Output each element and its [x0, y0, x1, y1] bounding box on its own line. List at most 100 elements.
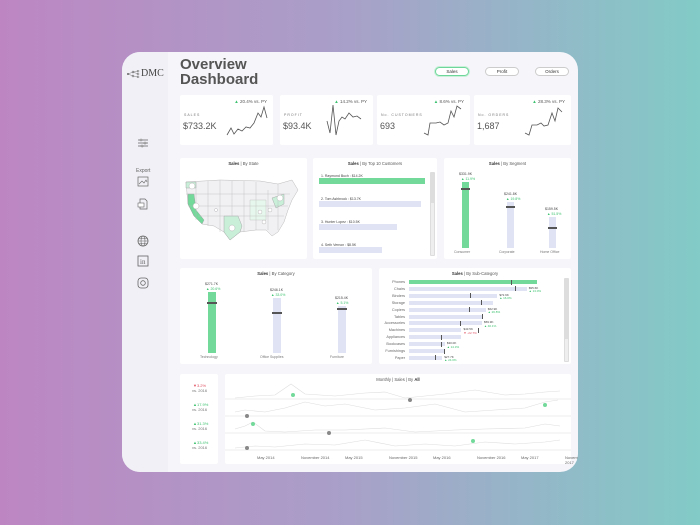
subcategory-delta: ▲ 40.1% — [483, 323, 497, 328]
kpi-label: No. CUSTOMERS — [381, 113, 423, 117]
yoy-vs: vs. 2016 — [192, 407, 208, 412]
kpi-value: 1,687 — [477, 121, 500, 131]
globe-icon[interactable] — [136, 235, 150, 249]
subcategory-bar[interactable] — [409, 300, 494, 305]
kpi-value: $93.4K — [283, 121, 312, 131]
subcategory-label: Copiers — [391, 307, 405, 312]
subcategory-label: Binders — [392, 293, 405, 298]
subcategory-bar[interactable] — [409, 286, 527, 291]
customer-label: 3. Hunter Lopez : $10.5K — [321, 220, 360, 224]
subcategory-value: $95.6K — [528, 285, 539, 290]
subcategory-label: Chairs — [394, 286, 405, 291]
tab-sales[interactable]: Sales — [435, 67, 469, 76]
kpi-value: $733.2K — [183, 121, 217, 131]
sales-by-top-customers-panel: Sales | By Top 10 Customers 1. Raymond B… — [313, 158, 437, 259]
axis-tick: November 2016 — [477, 455, 506, 460]
kpi-delta: ▲ 14.2% vs. PY — [334, 99, 367, 104]
tab-orders[interactable]: Orders — [535, 67, 569, 76]
subcategory-label: Bookcases — [386, 342, 405, 347]
kpi-profit: ▲ 14.2% vs. PY PROFIT $93.4K — [280, 95, 373, 145]
axis-tick: November 2015 — [389, 455, 418, 460]
category-delta: ▲ 5.1% — [336, 301, 349, 305]
subcategory-delta: ▲ 14.3% — [446, 344, 460, 349]
logo-icon — [127, 69, 140, 78]
dashboard-window: DMC Export in Overview Dashboard Sales P… — [122, 52, 578, 472]
subcategory-scrollbar[interactable] — [564, 278, 569, 362]
subcategory-bar[interactable] — [409, 335, 462, 340]
py-marker — [481, 314, 483, 319]
linkedin-icon[interactable]: in — [136, 255, 150, 269]
sales-by-subcategory-panel: Sales | By Sub-Category Phones Chairs $9… — [379, 268, 571, 364]
sidebar: DMC Export in — [122, 52, 168, 472]
profit-sparkline — [326, 104, 362, 136]
segment-value: $241.8K — [504, 192, 518, 196]
filter-icon[interactable] — [136, 138, 150, 152]
subcategory-value: $30.0K — [446, 341, 457, 346]
py-marker — [460, 320, 462, 326]
category-bar-furniture[interactable] — [338, 306, 346, 353]
subcategory-bar[interactable] — [409, 293, 498, 298]
subcategory-bar[interactable] — [409, 342, 445, 347]
segment-value: $331.9K — [459, 172, 473, 176]
py-marker — [470, 293, 472, 299]
py-marker — [478, 327, 480, 333]
customer-bar[interactable] — [319, 247, 382, 253]
export-label: Export — [136, 168, 151, 174]
yoy-delta: ▲33.4% — [193, 440, 209, 445]
segment-bar-corporate[interactable] — [507, 202, 514, 248]
subcategory-label: Furnishings — [385, 349, 405, 353]
subcategory-label: Machines — [388, 328, 405, 333]
customer-bar[interactable] — [319, 201, 421, 207]
subcategory-bar[interactable] — [409, 280, 537, 284]
kpi-customers: ▲ 8.6% vs. PY No. CUSTOMERS 693 — [377, 95, 470, 145]
category-bar-technology[interactable] — [208, 292, 216, 353]
orders-sparkline — [524, 107, 563, 136]
axis-tick: November 2014 — [301, 455, 330, 460]
image-export-icon[interactable] — [136, 176, 150, 190]
monthly-sparklines[interactable] — [225, 374, 571, 454]
subcategory-bar[interactable] — [409, 314, 482, 319]
subcategory-label: Storage — [391, 300, 405, 305]
customers-scrollbar[interactable] — [430, 172, 435, 256]
title-line-2: Dashboard — [180, 71, 259, 88]
customer-label: 4. Seth Vernon : $8.5K — [321, 243, 357, 247]
panel-title: Sales | By State — [228, 161, 259, 166]
us-map[interactable] — [180, 170, 307, 260]
page-title: Overview Dashboard — [180, 57, 258, 87]
customer-label: 1. Raymond Buch : $14.2K — [321, 174, 363, 178]
category-value: $246.1K — [270, 288, 284, 292]
segment-value: $159.5K — [545, 207, 559, 211]
segment-delta: ▲ 19.8% — [506, 197, 521, 201]
panel-title: Monthly | Sales | By All — [376, 377, 420, 382]
segment-bar-home-office[interactable] — [549, 217, 556, 248]
sales-by-segment-panel: Sales | By Segment $331.9K ▲ 11.9% $241.… — [444, 158, 571, 259]
yoy-delta: ▲31.3% — [193, 421, 209, 426]
kpi-label: PROFIT — [284, 113, 303, 117]
sales-sparkline — [226, 105, 268, 136]
pdf-export-icon[interactable] — [136, 198, 150, 212]
subcategory-bar[interactable] — [409, 307, 486, 312]
segment-label: Consumer — [454, 250, 471, 254]
kpi-value: 693 — [380, 121, 396, 131]
tab-profit[interactable]: Profit — [485, 67, 519, 76]
sales-by-category-panel: Sales | By Category $271.7K ▲ 20.6% $246… — [180, 268, 372, 364]
category-bar-office-supplies[interactable] — [273, 298, 281, 353]
customer-bar[interactable] — [319, 224, 397, 230]
yoy-delta: ▲17.9% — [193, 402, 209, 407]
subcategory-bar[interactable] — [409, 328, 462, 333]
metric-tabs: Sales Profit Orders — [435, 67, 569, 76]
subcategory-bar[interactable] — [409, 321, 482, 326]
svg-text:in: in — [140, 258, 146, 266]
instagram-icon[interactable] — [136, 277, 150, 291]
kpi-delta: ▲ 20.4% vs. PY — [234, 99, 267, 104]
category-value: $271.7K — [205, 282, 219, 286]
subcategory-value: $43.5K — [463, 327, 473, 332]
subcategory-bar[interactable] — [409, 355, 443, 360]
segment-bar-consumer[interactable] — [462, 182, 469, 248]
subcategory-delta: ▼ -22.7% — [463, 330, 477, 335]
py-marker — [469, 307, 471, 313]
py-marker — [480, 300, 482, 306]
subcategory-delta: ▲ 26.8% — [487, 310, 501, 315]
subcategory-bar[interactable] — [409, 349, 444, 353]
customer-bar[interactable] — [319, 178, 425, 184]
